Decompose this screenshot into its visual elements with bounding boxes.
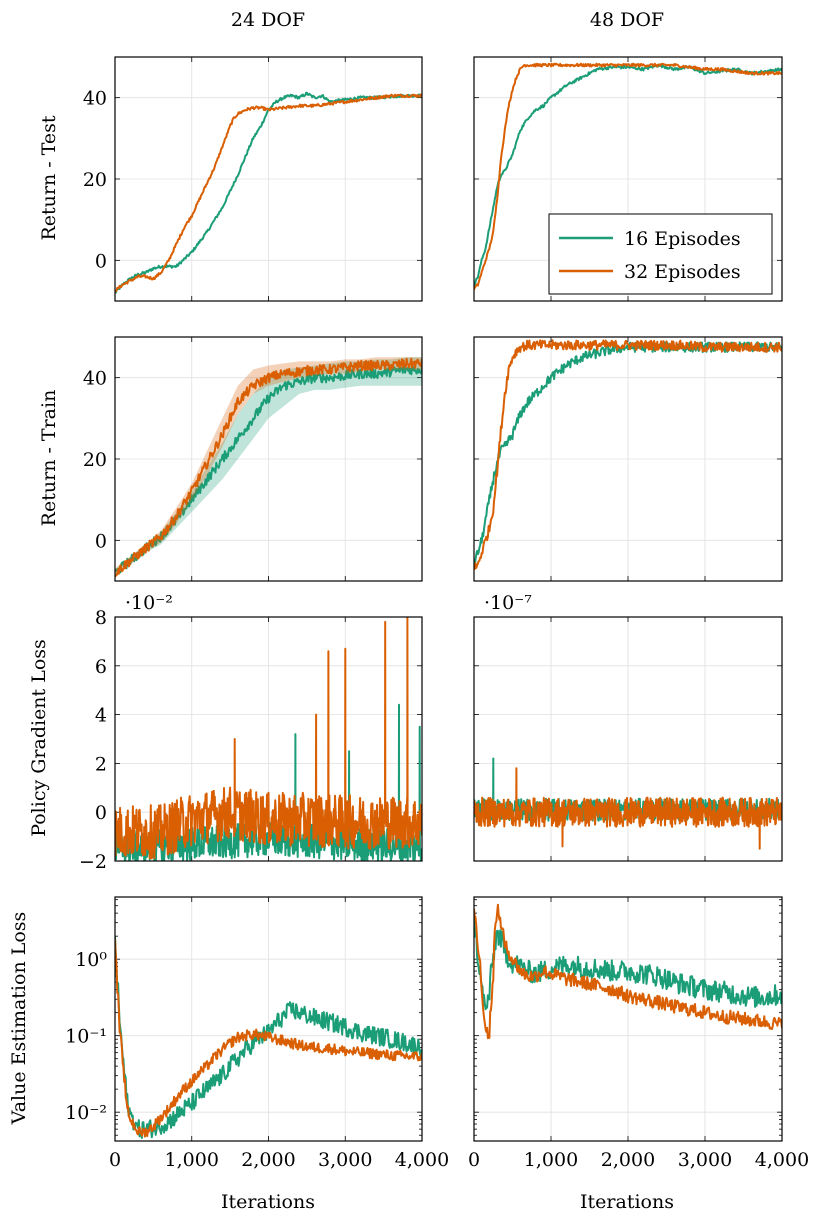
legend-label-32-episodes: 32 Episodes [624,261,741,283]
y-tick-label: 0 [95,250,107,272]
y-tick-label: 20 [83,449,107,471]
series-32-episodes [474,62,782,290]
plot-frame [114,336,423,582]
ylabel-policy-gradient-loss: Policy Gradient Loss [28,639,50,837]
legend-label-16-episodes: 16 Episodes [624,228,741,250]
series-line [115,93,422,293]
y-tick-label: 8 [95,607,107,629]
y-tick-label: 4 [95,705,107,727]
column-title-24dof: 24 DOF [231,9,305,31]
y-tick-label: 20 [83,169,107,191]
x-tick-label: 2,000 [601,1149,655,1171]
plot-frame [473,616,783,862]
grid [114,897,423,1141]
panel-v_48: 0 1,000 2,000 3,000 4,000 [468,896,809,1171]
plot-frame [473,336,783,582]
y-tick-label: −2 [79,851,107,873]
x-tick-label: 2,000 [241,1149,295,1171]
xlabel-left: Iterations [221,1191,315,1213]
y-tick-label: 40 [83,368,107,390]
series-line [474,903,782,1040]
series-32-episodes [115,938,422,1138]
series-line [115,936,422,1139]
x-tick-label: 3,000 [318,1149,372,1171]
panel-pg_48 [473,616,783,862]
y-tick-label: 10⁻² [65,1102,107,1124]
series-line [474,62,782,290]
x-tick-label: 0 [109,1149,121,1171]
series-line [115,617,422,860]
grid [115,57,423,301]
panel-v_24: 10⁻² 10⁻¹ 10⁰ 0 1,000 2,000 3,000 4,000 [65,896,449,1171]
y-tick-label: 0 [95,530,107,552]
x-tick-label: 1,000 [524,1149,578,1171]
x-tick-label: 1,000 [165,1149,219,1171]
series-line [115,938,422,1138]
grid [474,337,783,581]
series-32-episodes [474,767,782,850]
panel-pg_24: −2 0 2 4 6 8 [79,607,423,873]
series-line [115,357,422,578]
series-32-episodes [115,617,422,860]
series-16-episodes [115,936,422,1139]
series-line [474,767,782,850]
legend-box [548,213,773,295]
ylabel-return-train: Return - Train [38,390,60,527]
scale-label-pg-48: ·10⁻⁷ [484,592,532,614]
plot-frame [114,896,423,1142]
series-32-episodes [474,903,782,1040]
x-tick-label: 0 [468,1149,480,1171]
x-tick-label: 4,000 [395,1149,449,1171]
plot-frame [114,616,423,862]
x-tick-label: 4,000 [755,1149,809,1171]
ylabel-value-estimation-loss: Value Estimation Loss [8,912,30,1126]
series-32-episodes [474,339,782,570]
series-line [474,339,782,570]
column-title-48dof: 48 DOF [590,9,664,31]
x-tick-label: 3,000 [678,1149,732,1171]
y-tick-label: 10⁰ [75,949,107,971]
panels: 0 20 40 0 20 40 −2 0 2 4 6 8 10⁻² 10⁻¹ 10⁰ 0 1,000 2,000 3… [65,56,809,1171]
series-32-episodes [115,93,422,293]
panel-test_24: 0 20 40 [83,56,423,302]
scale-label-pg-24: ·10⁻² [125,592,173,614]
plot-frame [114,56,423,302]
plot-frame [473,896,783,1142]
y-tick-label: 0 [95,802,107,824]
y-tick-label: 2 [95,753,107,775]
ylabel-return-test: Return - Test [38,115,60,240]
series-32-episodes [115,357,422,578]
xlabel-right: Iterations [580,1191,674,1213]
plot-frame [473,56,783,302]
y-tick-label: 40 [83,88,107,110]
panel-train_24: 0 20 40 [83,336,423,582]
legend: 16 Episodes 32 Episodes [548,213,773,295]
y-tick-label: 10⁻¹ [65,1026,107,1048]
panel-train_48 [473,336,783,582]
y-tick-label: 6 [95,656,107,678]
